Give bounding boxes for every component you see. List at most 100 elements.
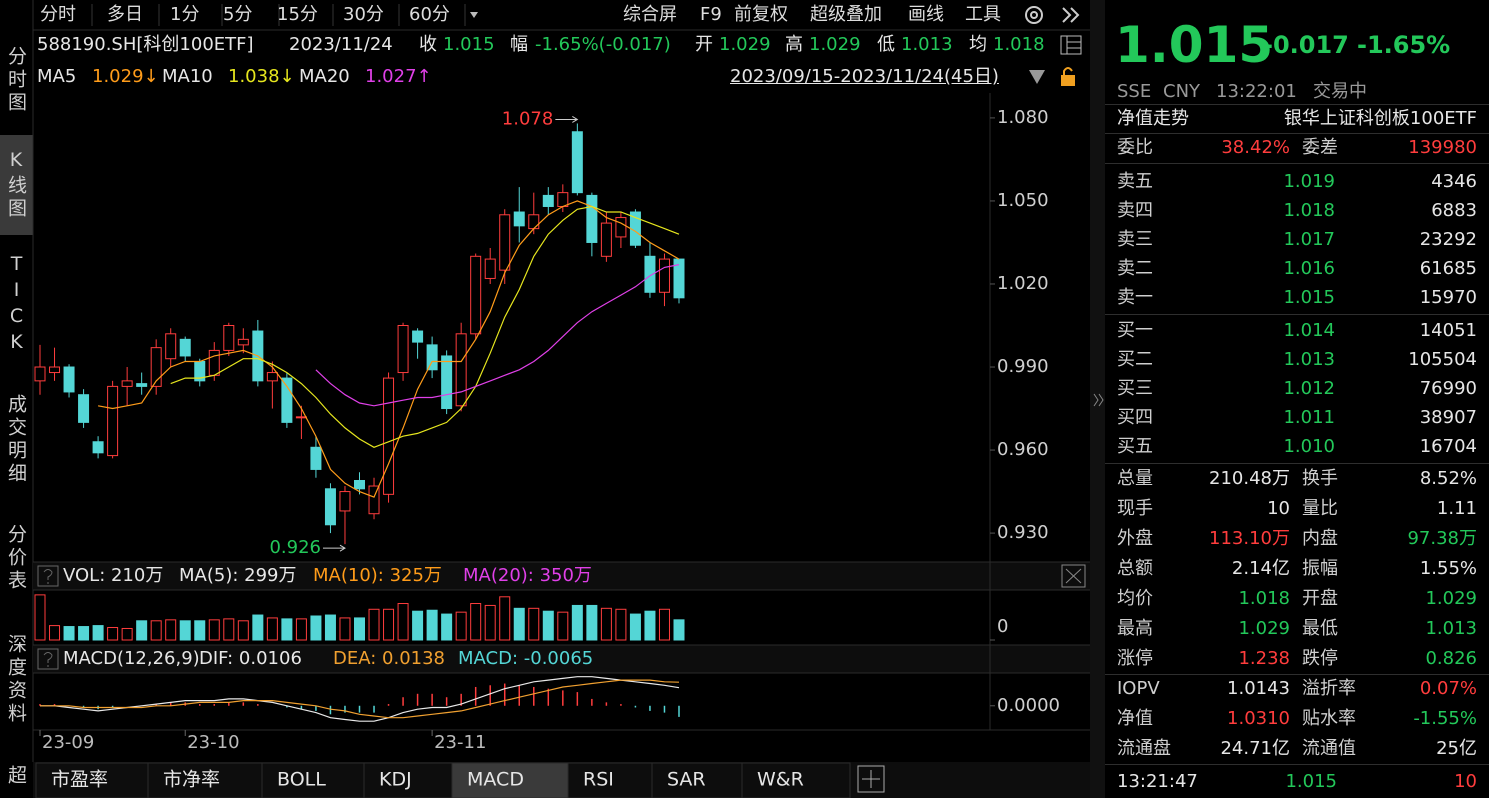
period-button[interactable]: 1分 <box>170 4 200 25</box>
header-change: -1.65%(-0.017) <box>535 34 671 55</box>
candle-body <box>600 222 612 257</box>
trade-time: 13:21:47 <box>1117 771 1198 792</box>
lock-icon[interactable] <box>1061 67 1075 86</box>
tool-button[interactable]: 综合屏 <box>623 4 677 25</box>
tab-bg <box>451 762 569 798</box>
candle-body <box>658 258 670 293</box>
indicator-tab[interactable]: SAR <box>667 768 706 791</box>
macd-legend: MACD: -0.0065 <box>458 648 594 669</box>
tab-bg <box>651 762 743 798</box>
header-low-label: 低 <box>877 34 895 55</box>
volume-bar <box>615 608 627 641</box>
trade-volume: 10 <box>1454 771 1477 792</box>
ask-volume: 23292 <box>1419 229 1477 250</box>
price-annotation: 0.926 <box>269 537 321 558</box>
volume-bar <box>658 608 670 641</box>
volume-bar <box>528 607 540 641</box>
help-icon[interactable] <box>37 565 59 670</box>
candle-body <box>150 347 162 387</box>
nav-link[interactable]: 净值走势 <box>1117 108 1189 129</box>
sidebar-tab[interactable]: TICK <box>5 253 28 357</box>
volume-bar <box>107 627 119 641</box>
y-tick-label: 1.050 <box>997 190 1049 211</box>
period-button[interactable]: 60分 <box>409 4 450 25</box>
period-button[interactable]: 5分 <box>223 4 253 25</box>
period-button[interactable]: 15分 <box>277 4 318 25</box>
sidebar-tab[interactable]: 深度资料 <box>5 634 27 726</box>
candle-body <box>78 394 90 423</box>
close-icon[interactable] <box>1061 564 1086 588</box>
header-avg: 1.018 <box>993 34 1045 55</box>
volume-bar <box>426 609 438 641</box>
ask-price: 1.016 <box>1283 258 1335 279</box>
sidebar-tab[interactable]: 分时图 <box>5 45 27 115</box>
stat-label: 开盘 <box>1302 588 1338 609</box>
indicator-tab[interactable]: 市净率 <box>163 768 221 791</box>
collapse-icon[interactable] <box>1093 393 1104 407</box>
sidebar-tab[interactable]: K线图 <box>5 149 27 221</box>
tool-button[interactable]: 画线 <box>908 4 944 25</box>
range-dropdown[interactable] <box>1029 70 1045 84</box>
candle-body <box>266 372 278 382</box>
candle-body <box>49 366 61 374</box>
stat-label: 贴水率 <box>1302 708 1356 729</box>
date-range[interactable]: 2023/09/15-2023/11/24(45日) <box>730 66 999 87</box>
stat-value: 97.38万 <box>1407 528 1477 549</box>
header-date: 2023/11/24 <box>289 34 393 55</box>
panel-separator <box>1105 674 1489 675</box>
quote-meta: CNY <box>1163 81 1201 102</box>
ask-volume: 61685 <box>1419 258 1477 279</box>
add-tab[interactable] <box>857 765 885 793</box>
volume-bar <box>136 620 148 641</box>
stat-label: 现手 <box>1117 498 1153 519</box>
ask-label: 卖一 <box>1117 287 1153 308</box>
tool-button[interactable]: F9 <box>700 4 722 25</box>
order-ratio-value: 139980 <box>1408 137 1477 158</box>
tab-bg <box>567 762 653 798</box>
indicator-tab[interactable]: MACD <box>467 768 524 791</box>
period-button[interactable]: 分时 <box>40 4 76 25</box>
tool-button[interactable]: 超级叠加 <box>810 4 882 25</box>
ask-label: 卖五 <box>1117 171 1153 192</box>
volume-title: VOL: 210万 <box>63 565 164 586</box>
sidebar-tab[interactable]: 分价表 <box>5 523 27 593</box>
volume-bar <box>673 619 685 641</box>
indicator-tab[interactable]: 市盈率 <box>51 768 109 791</box>
layout-icon[interactable] <box>1060 35 1082 55</box>
volume-bar <box>34 594 46 641</box>
volume-bar <box>368 608 380 641</box>
indicator-tab[interactable]: KDJ <box>379 768 412 791</box>
indicator-tab[interactable]: BOLL <box>277 768 326 791</box>
panel-separator <box>1105 133 1489 134</box>
bid-price: 1.013 <box>1283 349 1335 370</box>
bid-label: 买二 <box>1117 349 1153 370</box>
candle-body <box>165 333 177 360</box>
tool-button[interactable]: 工具 <box>965 4 1001 25</box>
stat-value: 1.0310 <box>1227 708 1290 729</box>
volume-bar <box>295 618 307 641</box>
ma-legend-value: 1.029↓ <box>92 66 159 87</box>
candle-body <box>557 192 569 207</box>
stat-value: 113.10万 <box>1209 528 1290 549</box>
trade-price: 1.015 <box>1285 771 1337 792</box>
stat-label: 涨停 <box>1117 648 1153 669</box>
stat-value: 0.826 <box>1425 648 1477 669</box>
tool-button[interactable]: 前复权 <box>734 4 788 25</box>
indicator-tab[interactable]: W&R <box>757 768 804 791</box>
order-ratio-label: 委差 <box>1302 137 1338 158</box>
sidebar-tab[interactable]: 超 <box>5 765 27 788</box>
panel-separator <box>1105 764 1489 765</box>
period-button[interactable]: 30分 <box>343 4 384 25</box>
y-tick-label: 0.990 <box>997 356 1049 377</box>
sidebar-tab[interactable]: 成交明细 <box>5 394 27 486</box>
candle-body <box>324 488 336 526</box>
indicator-tab[interactable]: RSI <box>583 768 614 791</box>
more-icon[interactable] <box>1062 7 1080 23</box>
volume-bar <box>194 620 206 641</box>
stat-value: 24.71亿 <box>1220 738 1290 759</box>
candle-body <box>571 131 583 194</box>
period-button[interactable]: 多日 <box>107 4 143 25</box>
volume-bar <box>629 613 641 641</box>
dropdown-icon[interactable] <box>470 12 478 18</box>
settings-icon[interactable] <box>1025 6 1043 24</box>
